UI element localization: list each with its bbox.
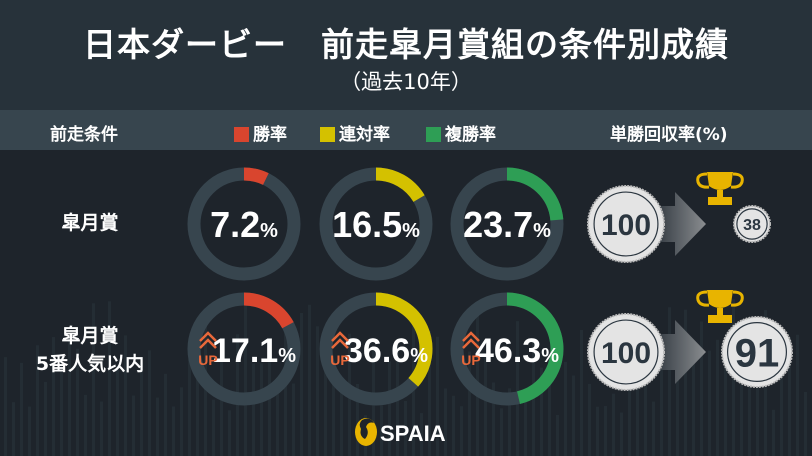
coin-stake: 100 [587,313,665,391]
legend-bar: 前走条件 勝率 連対率 複勝率 単勝回収率(%) [0,110,812,150]
up-label: UP [330,352,349,368]
donut-show-row1: 23.7% [450,167,564,281]
return-rate-row1: 100 38 [587,172,771,263]
legend-show: 複勝率 [426,120,496,145]
show-swatch-icon [426,127,441,142]
up-arrow-icon: UP [330,331,350,368]
coin-return: 38 [733,205,771,243]
page-title: 日本ダービー 前走皐月賞組の条件別成績 [83,25,729,64]
page-subtitle: （過去10年） [340,70,472,94]
row-label-satsuki-top5: 皐月賞 5番人気以内 [0,322,180,378]
return-rate-row2: 100 91 [587,290,793,391]
condition-column-label: 前走条件 [50,125,118,145]
donut-quinella-row1: 16.5% [319,167,433,281]
svg-text:100: 100 [601,209,651,242]
row-label-line: 皐月賞 [61,325,119,347]
up-arrow-icon: UP [198,331,218,368]
up-label: UP [461,352,480,368]
svg-text:38: 38 [743,217,761,234]
quinella-swatch-icon [320,127,335,142]
legend-show-label: 複勝率 [445,125,496,145]
legend-quinella: 連対率 [320,120,390,145]
row-label-line: 5番人気以内 [35,353,145,375]
legend-win-label: 勝率 [253,125,287,145]
arrow-right-icon [660,192,706,256]
trophy-icon [696,172,744,205]
win-swatch-icon [234,127,249,142]
up-arrow-icon: UP [461,331,481,368]
coin-stake: 100 [587,185,665,263]
up-label: UP [198,352,217,368]
return-column-label: 単勝回収率(%) [610,125,728,145]
row-label-satsuki: 皐月賞 [0,209,180,237]
brand-name: SPAIA [380,421,446,446]
legend-quinella-label: 連対率 [339,125,390,145]
spaia-logo-icon [355,418,377,446]
svg-text:100: 100 [601,337,651,370]
row-label-line: 皐月賞 [61,212,119,234]
arrow-right-icon [660,320,706,384]
svg-text:91: 91 [735,331,780,375]
header: 日本ダービー 前走皐月賞組の条件別成績 （過去10年） [0,0,812,110]
legend-win: 勝率 [234,120,287,145]
trophy-icon [696,290,744,323]
coin-return: 91 [721,316,793,388]
